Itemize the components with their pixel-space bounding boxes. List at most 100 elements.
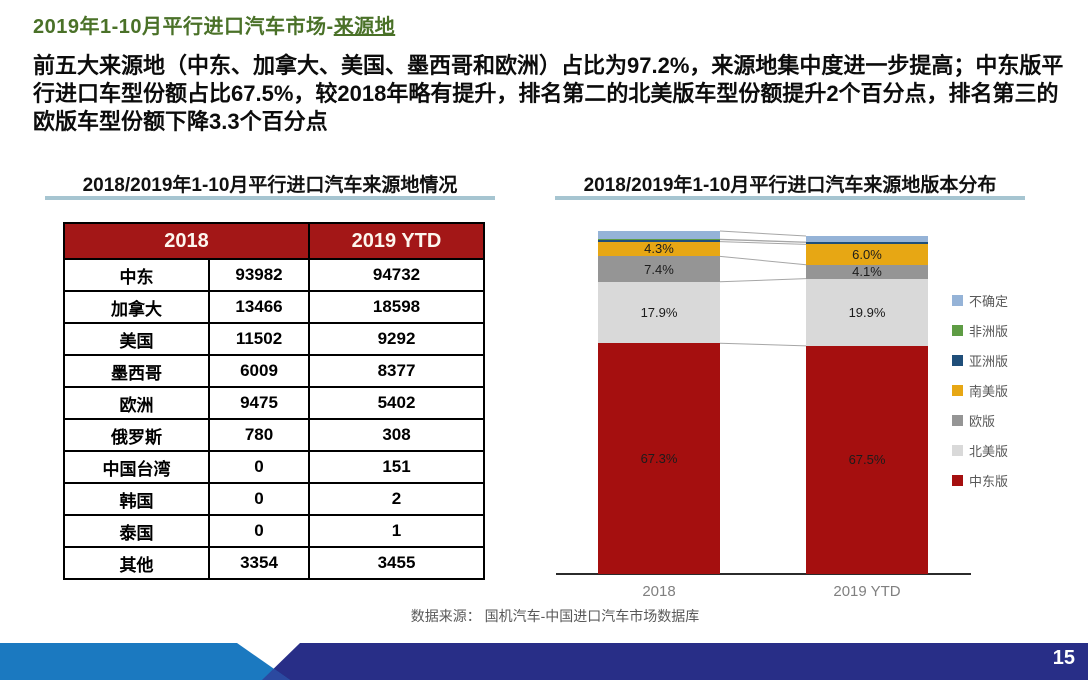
- footer-overlap-triangle: [262, 668, 290, 680]
- row-label: 俄罗斯: [63, 418, 210, 452]
- slide-title: 2019年1-10月平行进口汽车市场-来源地: [33, 10, 395, 39]
- data-source-note: 数据来源： 国机汽车-中国进口汽车市场数据库: [410, 608, 700, 624]
- segment-percent-label: 67.5%: [848, 452, 886, 468]
- table-header-row: 2018 2019 YTD: [63, 222, 485, 260]
- legend-item-南美版: 南美版: [952, 380, 1008, 400]
- footer-navy-band: [262, 643, 1088, 680]
- value-2019: 1: [308, 514, 485, 548]
- bar-segment-中东版: 67.3%: [598, 343, 720, 574]
- table-row: 俄罗斯 780 308: [63, 418, 485, 452]
- bar-segment-北美版: 19.9%: [806, 278, 928, 346]
- row-label: 欧洲: [63, 386, 210, 420]
- bar-segment-亚洲版: [806, 242, 928, 245]
- row-label: 中东: [63, 258, 210, 292]
- legend-item-亚洲版: 亚洲版: [952, 350, 1008, 370]
- legend-item-欧版: 欧版: [952, 410, 1008, 430]
- row-label: 墨西哥: [63, 354, 210, 388]
- segment-percent-label: 6.0%: [852, 247, 882, 263]
- value-2019: 308: [308, 418, 485, 452]
- value-2018: 780: [208, 418, 310, 452]
- value-2018: 0: [208, 514, 310, 548]
- legend-label: 南美版: [969, 383, 1009, 399]
- value-2019: 5402: [308, 386, 485, 420]
- chart-title: 2018/2019年1-10月平行进口汽车来源地版本分布: [583, 175, 997, 196]
- value-2018: 3354: [208, 546, 310, 580]
- footer-banner: [0, 643, 1088, 680]
- row-label: 加拿大: [63, 290, 210, 324]
- table-row: 韩国 0 2: [63, 482, 485, 516]
- bar-segment-中东版: 67.5%: [806, 345, 928, 574]
- series-connector-lines: [720, 230, 806, 347]
- legend-swatch-icon: [952, 324, 963, 336]
- value-2018: 93982: [208, 258, 310, 292]
- bar-segment-亚洲版: [598, 239, 720, 242]
- bar-segment-南美版: 6.0%: [806, 244, 928, 265]
- table-row: 泰国 0 1: [63, 514, 485, 548]
- source-table: 2018 2019 YTD 中东 93982 94732 加拿大 13466 18598 美…: [63, 222, 485, 580]
- legend-item-非洲版: 非洲版: [952, 320, 1008, 340]
- footer-blue-ribbon: [0, 643, 290, 680]
- legend-swatch-icon: [952, 384, 963, 396]
- legend-label: 欧版: [969, 413, 996, 429]
- legend-swatch-icon: [952, 294, 963, 306]
- x-tick-2018: 2018: [642, 583, 676, 600]
- value-2018: 11502: [208, 322, 310, 356]
- value-2018: 13466: [208, 290, 310, 324]
- value-2018: 0: [208, 450, 310, 484]
- legend-label: 中东版: [969, 473, 1009, 489]
- value-2018: 0: [208, 482, 310, 516]
- segment-percent-label: 19.9%: [848, 304, 886, 320]
- bar-segment-欧版: 7.4%: [598, 256, 720, 282]
- legend-label: 北美版: [969, 443, 1009, 459]
- legend-swatch-icon: [952, 474, 963, 486]
- legend-label: 不确定: [969, 293, 1009, 309]
- legend-item-中东版: 中东版: [952, 470, 1008, 490]
- segment-percent-label: 67.3%: [640, 451, 678, 466]
- value-2018: 9475: [208, 386, 310, 420]
- legend-label: 非洲版: [969, 323, 1009, 339]
- legend-item-不确定: 不确定: [952, 290, 1008, 310]
- table-title-underline: [45, 196, 495, 200]
- slide-title-prefix: 2019年1-10月平行进口汽车市场-: [33, 16, 334, 38]
- table-row: 加拿大 13466 18598: [63, 290, 485, 324]
- value-2019: 2: [308, 482, 485, 516]
- legend-swatch-icon: [952, 354, 963, 366]
- bar-2018: 4.3% 7.4% 17.9% 67.3%: [598, 231, 720, 574]
- row-label: 中国台湾: [63, 450, 210, 484]
- chart-legend: 不确定非洲版亚洲版南美版欧版北美版中东版: [952, 290, 1008, 500]
- table-row: 墨西哥 6009 8377: [63, 354, 485, 388]
- page-number: 15: [1052, 647, 1075, 669]
- segment-percent-label: 4.1%: [852, 264, 882, 280]
- slide-title-emphasis: 来源地: [333, 16, 396, 38]
- legend-label: 亚洲版: [969, 353, 1009, 369]
- table-row: 其他 3354 3455: [63, 546, 485, 580]
- value-2019: 3455: [308, 546, 485, 580]
- bar-segment-欧版: 4.1%: [806, 264, 928, 280]
- table-header-2018: 2018: [63, 222, 310, 260]
- x-tick-2019ytd: 2019 YTD: [833, 583, 901, 600]
- table-title: 2018/2019年1-10月平行进口汽车来源地情况: [82, 175, 458, 196]
- row-label: 美国: [63, 322, 210, 356]
- bar-2019 YTD: 6.0% 4.1% 19.9% 67.5%: [806, 236, 928, 574]
- bar-segment-不确定: [806, 236, 928, 243]
- value-2018: 6009: [208, 354, 310, 388]
- legend-swatch-icon: [952, 414, 963, 426]
- value-2019: 94732: [308, 258, 485, 292]
- x-axis-line: [556, 573, 971, 575]
- value-2019: 8377: [308, 354, 485, 388]
- value-2019: 9292: [308, 322, 485, 356]
- value-2019: 151: [308, 450, 485, 484]
- bar-segment-北美版: 17.9%: [598, 281, 720, 344]
- bar-segment-不确定: [598, 231, 720, 240]
- segment-percent-label: 17.9%: [640, 304, 678, 320]
- table-row: 中国台湾 0 151: [63, 450, 485, 484]
- chart-title-underline: [555, 196, 1025, 200]
- table-row: 欧洲 9475 5402: [63, 386, 485, 420]
- table-row: 美国 11502 9292: [63, 322, 485, 356]
- row-label: 泰国: [63, 514, 210, 548]
- segment-percent-label: 7.4%: [644, 261, 674, 277]
- table-header-2019ytd: 2019 YTD: [308, 222, 485, 260]
- segment-percent-label: 4.3%: [644, 241, 674, 257]
- legend-swatch-icon: [952, 444, 963, 456]
